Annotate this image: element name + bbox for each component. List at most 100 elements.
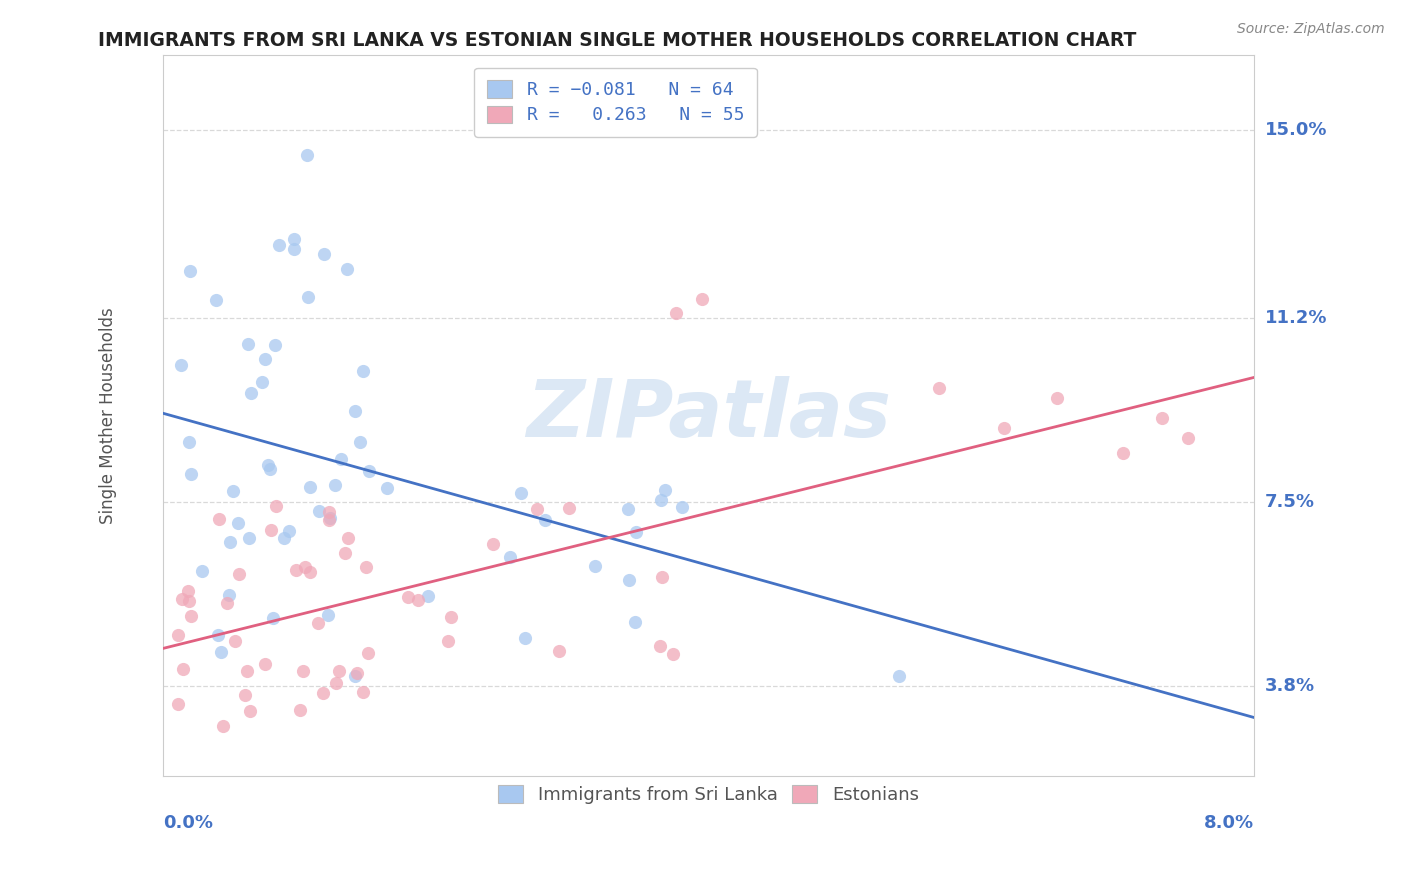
Point	[307, 616, 329, 631]
Point	[558, 500, 581, 515]
Point	[509, 486, 531, 500]
Point	[650, 493, 672, 508]
Point	[299, 566, 322, 580]
Point	[290, 702, 312, 716]
Point	[993, 421, 1015, 435]
Point	[211, 719, 233, 733]
Point	[318, 505, 340, 519]
Point	[534, 513, 557, 527]
Point	[1152, 410, 1174, 425]
Point	[624, 615, 647, 629]
Point	[259, 523, 281, 537]
Point	[233, 688, 256, 702]
Point	[283, 242, 305, 256]
Point	[526, 502, 548, 516]
Point	[235, 664, 257, 678]
Point	[547, 644, 569, 658]
Point	[298, 480, 321, 494]
Point	[224, 634, 246, 648]
Point	[648, 639, 671, 653]
Point	[626, 525, 648, 540]
Point	[177, 435, 200, 450]
Text: Source: ZipAtlas.com: Source: ZipAtlas.com	[1237, 22, 1385, 37]
Point	[654, 483, 676, 497]
Point	[285, 563, 308, 577]
Point	[254, 351, 277, 366]
Point	[651, 570, 673, 584]
Point	[406, 593, 429, 607]
Point	[482, 537, 505, 551]
Point	[346, 665, 368, 680]
Point	[308, 503, 330, 517]
Point	[291, 664, 314, 678]
Point	[209, 645, 232, 659]
Point	[440, 610, 463, 624]
Point	[357, 464, 380, 478]
Point	[297, 290, 319, 304]
Text: 15.0%: 15.0%	[1265, 120, 1327, 138]
Point	[498, 549, 520, 564]
Point	[294, 559, 316, 574]
Point	[240, 385, 263, 400]
Point	[349, 434, 371, 449]
Text: 11.2%: 11.2%	[1265, 310, 1327, 327]
Point	[662, 647, 685, 661]
Point	[179, 264, 201, 278]
Point	[257, 458, 280, 472]
Point	[191, 564, 214, 578]
Point	[328, 664, 350, 678]
Point	[170, 358, 193, 372]
Point	[690, 292, 713, 306]
Point	[436, 634, 458, 648]
Point	[356, 559, 378, 574]
Point	[583, 559, 606, 574]
Point	[277, 524, 299, 538]
Point	[205, 293, 228, 307]
Point	[416, 590, 439, 604]
Point	[269, 237, 291, 252]
Point	[887, 669, 910, 683]
Point	[352, 364, 374, 378]
Point	[1046, 391, 1069, 405]
Point	[312, 246, 335, 260]
Point	[177, 594, 200, 608]
Point	[166, 697, 188, 711]
Point	[396, 591, 419, 605]
Point	[357, 646, 380, 660]
Point	[319, 511, 342, 525]
Point	[344, 668, 367, 682]
Legend: Immigrants from Sri Lanka, Estonians: Immigrants from Sri Lanka, Estonians	[489, 776, 928, 814]
Point	[259, 462, 281, 476]
Point	[1177, 431, 1199, 445]
Point	[166, 628, 188, 642]
Point	[375, 481, 398, 495]
Point	[330, 451, 353, 466]
Point	[344, 404, 367, 418]
Text: ZIPatlas: ZIPatlas	[526, 376, 891, 454]
Point	[671, 500, 693, 514]
Point	[207, 628, 229, 642]
Text: 8.0%: 8.0%	[1204, 814, 1254, 832]
Point	[208, 512, 231, 526]
Point	[252, 375, 274, 389]
Point	[665, 306, 688, 320]
Point	[172, 591, 194, 606]
Point	[172, 662, 194, 676]
Point	[617, 501, 640, 516]
Point	[1111, 445, 1133, 459]
Point	[266, 499, 288, 513]
Point	[333, 546, 356, 560]
Point	[228, 566, 250, 581]
Text: IMMIGRANTS FROM SRI LANKA VS ESTONIAN SINGLE MOTHER HOUSEHOLDS CORRELATION CHART: IMMIGRANTS FROM SRI LANKA VS ESTONIAN SI…	[98, 31, 1137, 50]
Point	[238, 704, 260, 718]
Point	[218, 589, 240, 603]
Point	[262, 610, 284, 624]
Text: 3.8%: 3.8%	[1265, 677, 1316, 695]
Point	[352, 685, 374, 699]
Text: 0.0%: 0.0%	[163, 814, 212, 832]
Point	[928, 381, 950, 395]
Point	[337, 531, 360, 545]
Point	[513, 631, 536, 645]
Point	[254, 657, 277, 671]
Text: 7.5%: 7.5%	[1265, 493, 1315, 511]
